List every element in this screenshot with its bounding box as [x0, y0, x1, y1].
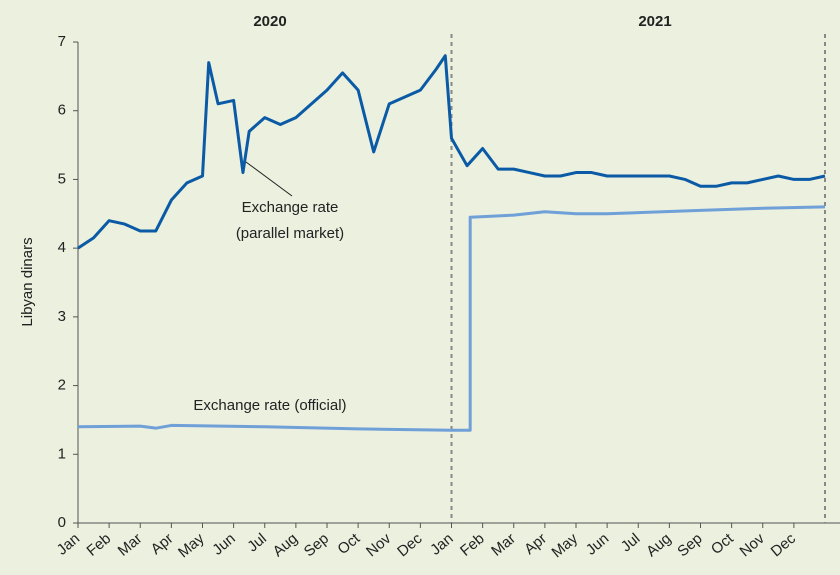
series-line	[77, 54, 826, 250]
x-tick-label: Feb	[457, 530, 488, 560]
annotation: 2020	[253, 13, 286, 30]
y-tick-label: 3	[58, 308, 66, 325]
x-tick-label: Jan	[54, 530, 83, 559]
x-tick-label: Nov	[363, 530, 395, 560]
y-axis-label: Libyan dinars	[19, 237, 36, 326]
x-tick-label: Jun	[583, 530, 612, 559]
x-tick-label: Sep	[674, 530, 705, 560]
x-tick-label: Jul	[618, 530, 644, 555]
x-tick-label: Dec	[768, 530, 800, 560]
x-tick-label: Aug	[643, 530, 674, 560]
x-tick-label: Jan	[427, 530, 456, 559]
x-tick-label: May	[548, 530, 581, 562]
x-tick-label: Dec	[394, 530, 426, 560]
x-tick-label: Jul	[244, 530, 270, 555]
y-tick-label: 7	[58, 33, 66, 50]
x-tick-label: Apr	[521, 530, 550, 558]
x-tick-label: Sep	[301, 530, 332, 560]
x-tick-label: May	[175, 530, 208, 562]
x-tick-label: Feb	[84, 530, 115, 560]
x-tick-label: Oct	[334, 530, 363, 559]
x-tick-label: Mar	[488, 530, 519, 560]
x-tick-label: Oct	[708, 530, 737, 559]
x-tick-label: Apr	[148, 530, 177, 558]
x-tick-label: Mar	[115, 530, 146, 560]
y-tick-label: 6	[58, 102, 66, 119]
x-tick-label: Nov	[737, 530, 769, 560]
y-tick-label: 4	[58, 239, 66, 256]
y-tick-label: 2	[58, 377, 66, 394]
annotation: Exchange rate (official)	[193, 397, 346, 414]
y-tick-label: 5	[58, 170, 66, 187]
x-tick-label: Aug	[270, 530, 301, 560]
x-tick-label: Jun	[209, 530, 238, 559]
y-tick-label: 0	[58, 514, 66, 531]
series-line	[77, 205, 826, 432]
annotation-leader	[245, 161, 293, 197]
annotation: 2021	[638, 13, 671, 30]
annotation: (parallel market)	[236, 225, 344, 242]
annotation: Exchange rate	[242, 199, 339, 216]
y-tick-label: 1	[58, 445, 66, 462]
